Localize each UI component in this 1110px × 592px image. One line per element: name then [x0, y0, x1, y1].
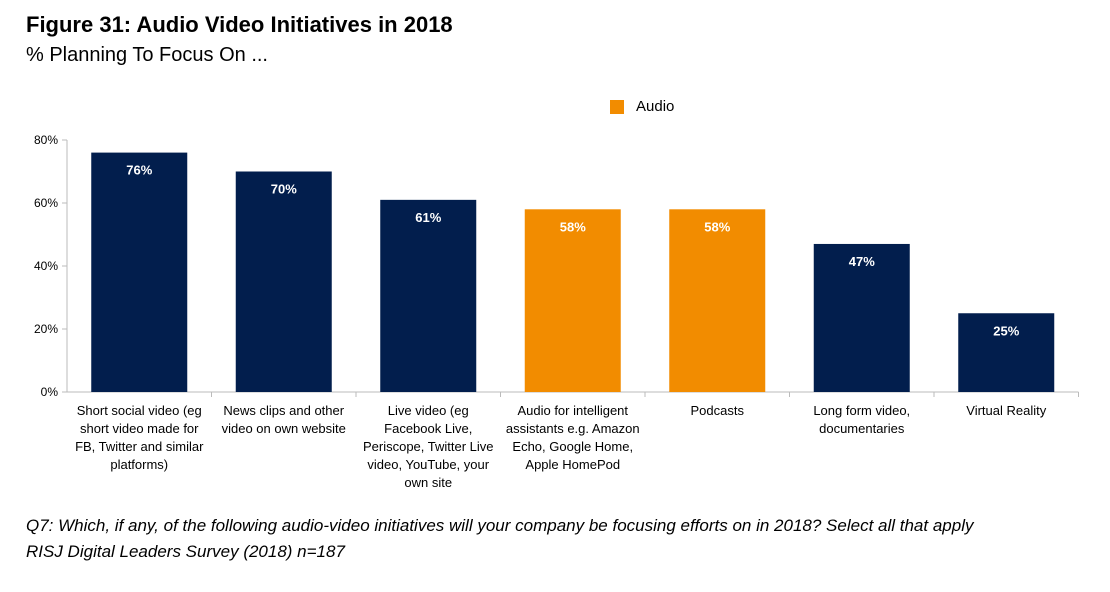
footnote: Q7: Which, if any, of the following audi… — [26, 516, 974, 535]
bar — [380, 199, 477, 392]
bar — [524, 209, 621, 392]
x-tick-label: Virtual Reality — [966, 403, 1046, 418]
x-tick-label-line: assistants e.g. Amazon — [506, 421, 640, 436]
legend-swatch-audio — [610, 99, 624, 114]
x-tick-label-line: video on own website — [222, 421, 346, 436]
data-label: 58% — [704, 219, 730, 234]
data-label: 47% — [849, 254, 875, 269]
x-tick-label-line: News clips and other — [223, 403, 344, 418]
data-label: 76% — [126, 163, 152, 178]
x-tick-label-line: FB, Twitter and similar — [75, 439, 204, 454]
data-label: 70% — [271, 182, 297, 197]
x-tick-label-line: Echo, Google Home, — [512, 439, 633, 454]
bar — [91, 152, 188, 392]
x-tick-label-line: Audio for intelligent — [517, 403, 628, 418]
chart-subtitle: % Planning To Focus On ... — [26, 44, 268, 66]
y-tick-label: 20% — [34, 322, 58, 336]
x-tick-label-line: Long form video, — [813, 403, 910, 418]
y-tick-label: 0% — [41, 385, 59, 399]
data-label: 61% — [415, 210, 441, 225]
legend-label-audio: Audio — [636, 98, 675, 115]
x-tick-label-line: Facebook Live, — [384, 421, 472, 436]
y-tick-label: 60% — [34, 196, 58, 210]
x-tick-label-line: video, YouTube, your — [367, 457, 489, 472]
chart-title: Figure 31: Audio Video Initiatives in 20… — [26, 12, 453, 37]
legend: Audio — [610, 98, 674, 115]
x-tick-label-line: documentaries — [819, 421, 905, 436]
x-tick-label-line: Periscope, Twitter Live — [363, 439, 494, 454]
bar — [669, 209, 766, 392]
bar — [235, 171, 332, 392]
y-tick-label: 40% — [34, 259, 58, 273]
x-tick-label: News clips and other video on own website — [222, 403, 346, 436]
x-tick-label-line: Apple HomePod — [525, 457, 620, 472]
x-tick-label-line: Short social video (eg — [77, 403, 202, 418]
source-note: RISJ Digital Leaders Survey (2018) n=187 — [26, 542, 345, 561]
bar — [813, 243, 910, 392]
x-tick-label: Audio for intelligent assistants e.g. Ama… — [506, 403, 640, 472]
x-tick-label: Live video (eg Facebook Live, Periscope, T… — [363, 403, 494, 490]
x-tick-label: Short social video (eg short video made f… — [75, 403, 204, 472]
data-label: 58% — [560, 219, 586, 234]
data-label: 25% — [993, 323, 1019, 338]
x-tick-label-line: Virtual Reality — [966, 403, 1046, 418]
x-tick-label: Long form video, documentaries — [813, 403, 910, 436]
x-tick-label-line: platforms) — [110, 457, 168, 472]
x-tick-label: Podcasts — [691, 403, 745, 418]
y-tick-label: 80% — [34, 133, 58, 147]
x-tick-label-line: own site — [404, 475, 452, 490]
x-tick-label-line: Podcasts — [691, 403, 745, 418]
bar — [958, 313, 1055, 392]
x-tick-label-line: short video made for — [80, 421, 199, 436]
x-tick-label-line: Live video (eg — [388, 403, 469, 418]
